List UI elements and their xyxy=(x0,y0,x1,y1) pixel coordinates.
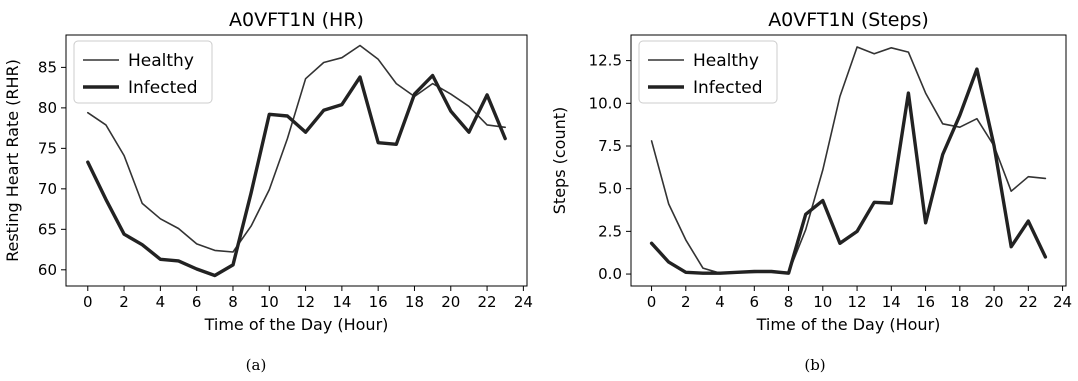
x-tick-label: 14 xyxy=(882,293,901,311)
x-tick-label: 6 xyxy=(192,293,202,311)
series-line-healthy xyxy=(87,44,507,253)
y-axis-label: Resting Heart Rate (RHR) xyxy=(3,59,22,262)
x-tick-label: 10 xyxy=(260,293,279,311)
y-axis-label: Steps (count) xyxy=(550,107,569,214)
x-tick-label: 24 xyxy=(1053,293,1072,311)
y-tick-label: 80 xyxy=(38,99,57,117)
x-tick-label: 22 xyxy=(478,293,497,311)
x-tick-label: 0 xyxy=(83,293,93,311)
x-tick-label: 0 xyxy=(647,293,657,311)
y-tick-label: 0.0 xyxy=(598,265,622,283)
x-tick-label: 12 xyxy=(296,293,315,311)
x-axis-label: Time of the Day (Hour) xyxy=(756,315,941,334)
x-tick-label: 2 xyxy=(681,293,691,311)
x-tick-label: 8 xyxy=(228,293,238,311)
plot-frame xyxy=(65,34,528,287)
y-tick-label: 85 xyxy=(38,58,57,76)
x-tick-label: 18 xyxy=(950,293,969,311)
x-tick-label: 2 xyxy=(119,293,129,311)
legend-label-infected: Infected xyxy=(693,78,763,98)
y-tick-label: 10.0 xyxy=(589,94,622,112)
y-tick-label: 75 xyxy=(38,139,57,157)
x-tick-label: 16 xyxy=(916,293,935,311)
x-tick-label: 18 xyxy=(405,293,424,311)
y-tick-label: 5.0 xyxy=(598,180,622,198)
y-tick-label: 2.5 xyxy=(598,222,622,240)
x-tick-label: 20 xyxy=(441,293,460,311)
y-tick-label: 65 xyxy=(38,220,57,238)
x-tick-label: 4 xyxy=(156,293,166,311)
subcaption-a: (a) xyxy=(245,356,267,374)
y-tick-label: 70 xyxy=(38,180,57,198)
series-line-infected xyxy=(649,67,1048,275)
x-tick-label: 12 xyxy=(848,293,867,311)
plot-frame xyxy=(630,34,1067,287)
chart-title: A0VFT1N (Steps) xyxy=(768,9,929,31)
x-tick-label: 4 xyxy=(715,293,725,311)
x-tick-label: 16 xyxy=(369,293,388,311)
x-tick-label: 6 xyxy=(750,293,760,311)
x-tick-label: 20 xyxy=(985,293,1004,311)
x-axis-label: Time of the Day (Hour) xyxy=(204,315,389,334)
legend-label-infected: Infected xyxy=(128,78,198,98)
series-line-infected xyxy=(86,73,507,278)
x-tick-label: 8 xyxy=(784,293,794,311)
x-tick-label: 24 xyxy=(514,293,533,311)
y-tick-label: 60 xyxy=(38,261,57,279)
legend-label-healthy: Healthy xyxy=(693,51,759,71)
x-tick-label: 14 xyxy=(332,293,351,311)
hr-chart: A0VFT1N (HR)0 2 4 6 8 10 12 14 16 18 20 22 246065707… xyxy=(3,9,533,334)
chart-title: A0VFT1N (HR) xyxy=(229,9,364,31)
subcaption-b: (b) xyxy=(804,356,826,374)
legend-label-healthy: Healthy xyxy=(128,51,194,71)
x-tick-label: 10 xyxy=(813,293,832,311)
x-tick-label: 22 xyxy=(1019,293,1038,311)
y-tick-label: 7.5 xyxy=(598,137,622,155)
steps-chart: A0VFT1N (Steps)0 2 4 6 8 10 12 14 16 18 20 22 240.02… xyxy=(550,9,1072,334)
y-tick-label: 12.5 xyxy=(589,52,622,70)
